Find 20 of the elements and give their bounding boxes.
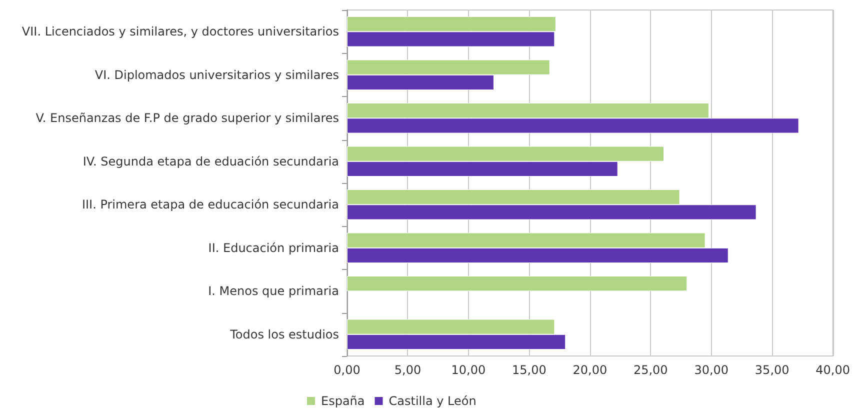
y-tick-label: V. Enseñanzas de F.P de grado superior y similares bbox=[36, 111, 339, 126]
x-tick-label: 35,00 bbox=[754, 363, 790, 377]
x-tick-label: 40,00 bbox=[816, 363, 850, 377]
legend-label: Castilla y León bbox=[388, 394, 476, 408]
x-tick-label: 25,00 bbox=[633, 363, 668, 377]
y-tick-label: II. Educación primaria bbox=[208, 240, 339, 255]
y-tick-label: IV. Segunda etapa de eduación secundaria bbox=[82, 154, 339, 168]
y-tick-label: Todos los estudios bbox=[229, 327, 339, 342]
bar bbox=[347, 276, 688, 292]
x-tick-label: 20,00 bbox=[572, 363, 608, 377]
x-tick-label: 30,00 bbox=[694, 363, 729, 377]
legend-label: España bbox=[321, 394, 365, 408]
y-tick-label: III. Primera etapa de educación secundaria bbox=[82, 198, 339, 212]
y-tick-label: VI. Diplomados universitarios y similares bbox=[94, 68, 339, 82]
x-tick-label: 10,00 bbox=[451, 363, 486, 377]
x-tick-label: 5,00 bbox=[394, 363, 422, 377]
x-tick-label: 15,00 bbox=[512, 363, 546, 377]
x-tick-label: 0,00 bbox=[334, 363, 360, 377]
y-tick-label: VII. Licenciados y similares, y doctores universitarios bbox=[22, 24, 339, 39]
y-tick-label: I. Menos que primaria bbox=[208, 284, 339, 298]
